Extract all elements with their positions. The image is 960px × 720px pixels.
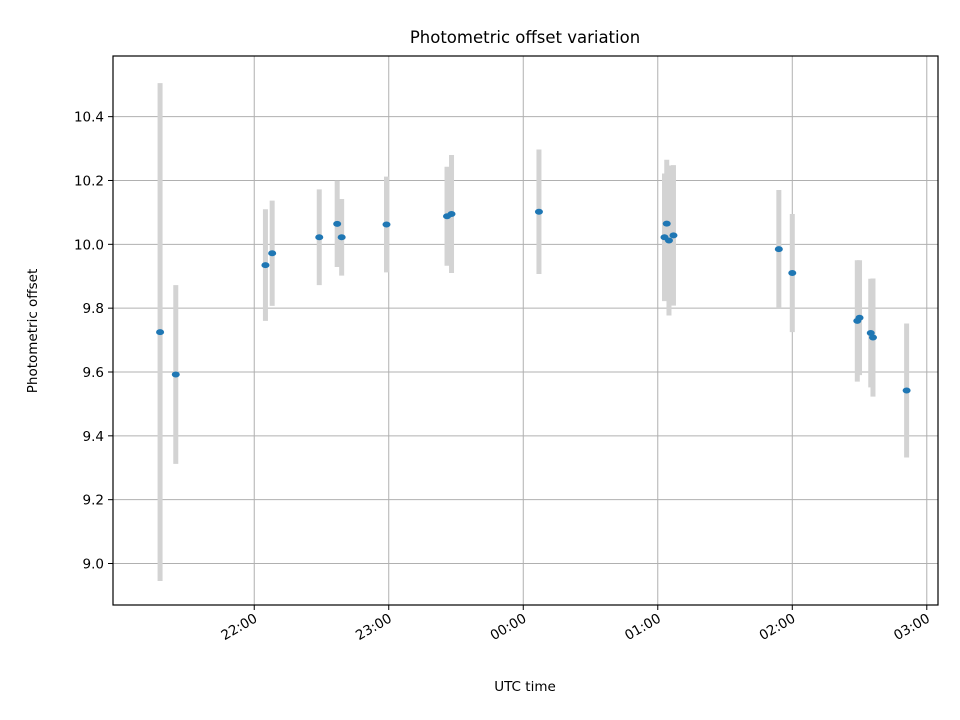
data-point [337,234,346,241]
data-point [382,221,391,228]
data-point [662,220,671,227]
data-point [447,210,456,217]
data-point [315,234,324,241]
data-point [855,314,864,321]
data-point [534,208,543,215]
plot-frame [112,55,939,606]
y-tick-label: 9.2 [83,493,104,509]
y-tick-label: 9.0 [83,557,104,573]
data-points [156,208,911,394]
data-point [902,387,911,394]
data-point [171,371,180,378]
y-axis-ticks: 9.0 9.2 9.4 9.6 9.8 10.0 10.2 10.4 [74,110,113,573]
y-tick-label: 10.4 [74,110,104,126]
data-point [868,334,877,341]
y-tick-label: 10.2 [74,173,104,189]
data-point [774,246,783,253]
y-axis-label: Photometric offset [25,269,41,393]
chart-title: Photometric offset variation [410,28,640,47]
data-point [333,220,342,227]
y-tick-label: 9.4 [83,429,104,445]
data-point [268,250,277,257]
y-tick-label: 9.6 [83,365,104,381]
data-point [664,237,673,244]
x-axis-label: UTC time [494,679,556,695]
data-point [261,262,270,269]
data-point [156,329,165,336]
y-tick-label: 9.8 [83,301,104,317]
data-point [788,270,797,277]
y-tick-label: 10.0 [74,237,104,253]
data-point [669,232,678,239]
